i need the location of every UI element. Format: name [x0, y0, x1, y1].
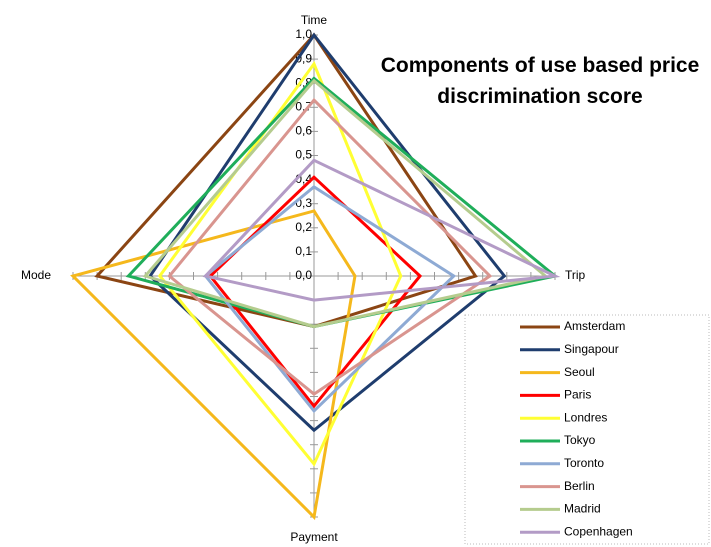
tick-label: 0,3 [295, 196, 312, 210]
axis-label: Time [301, 13, 328, 27]
legend-label: Paris [564, 388, 591, 402]
tick-label: 1,0 [295, 27, 312, 41]
legend-label: Singapour [564, 342, 619, 356]
legend-label: Copenhagen [564, 524, 633, 538]
tick-label: 0,6 [295, 124, 312, 138]
tick-label: 0,5 [295, 148, 312, 162]
legend-label: Amsterdam [564, 319, 625, 333]
legend-box [464, 314, 710, 545]
axis-label: Payment [290, 530, 338, 544]
tick-label: 0,2 [295, 220, 312, 234]
legend-label: Toronto [564, 456, 604, 470]
series-polygon [70, 209, 357, 521]
legend-label: Londres [564, 410, 607, 424]
tick-label: 0,0 [295, 268, 312, 282]
legend-label: Seoul [564, 365, 595, 379]
legend-label: Berlin [564, 479, 595, 493]
tick-label: 0,7 [295, 99, 312, 113]
axis-label: Mode [21, 268, 51, 282]
legend-label: Tokyo [564, 433, 596, 447]
legend-label: Madrid [564, 502, 601, 516]
series-polygon [157, 60, 403, 467]
series-polygon [203, 184, 457, 414]
chart-title: Components of use based price discrimina… [380, 54, 700, 108]
axis-label: Trip [565, 268, 586, 282]
series-polygon [202, 158, 561, 302]
series-polygon [142, 78, 549, 329]
tick-label: 0,1 [295, 244, 312, 258]
